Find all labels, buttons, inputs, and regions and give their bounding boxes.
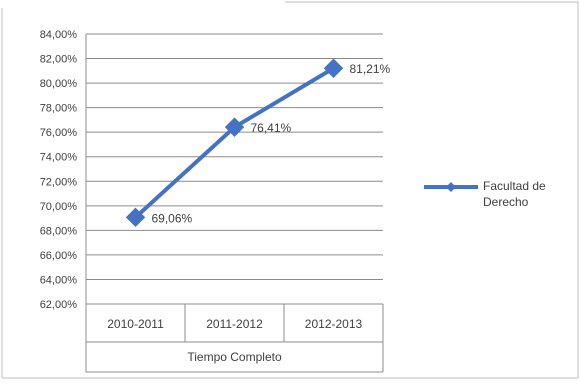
legend-label-line: Facultad de (483, 179, 546, 193)
y-tick-label: 76,00% (40, 127, 78, 139)
data-label: 76,41% (251, 121, 292, 135)
data-point-marker (323, 58, 344, 78)
y-tick-label: 68,00% (40, 225, 78, 237)
data-point-marker (125, 207, 146, 228)
y-tick-label: 62,00% (40, 299, 78, 311)
data-point-marker (224, 117, 245, 137)
y-tick-label: 80,00% (40, 78, 78, 90)
gridlines (85, 33, 383, 372)
legend-label-line: Derecho (483, 195, 529, 209)
series-line (134, 66, 335, 219)
x-tick-label: 2011-2012 (206, 317, 263, 331)
x-group-label: Tiempo Completo (187, 350, 282, 364)
legend: Facultad de Derecho (424, 179, 546, 209)
data-label: 81,21% (350, 62, 391, 76)
y-tick-label: 64,00% (40, 274, 78, 286)
x-tick-label: 2012-2013 (305, 317, 363, 331)
y-axis-tick-labels: 62,00% 64,00% 66,00% 68,00% 70,00% 72,00% 74,0… (40, 29, 78, 311)
data-label: 69,06% (152, 211, 193, 225)
y-tick-label: 66,00% (40, 250, 78, 262)
y-tick-label: 78,00% (40, 103, 78, 115)
x-tick-label: 2010-2011 (107, 317, 164, 331)
x-axis: 2010-2011 2011-2012 2012-2013 Tiempo Comple… (85, 304, 384, 373)
y-tick-label: 84,00% (40, 29, 78, 41)
legend-marker-swatch (446, 182, 456, 192)
y-tick-label: 74,00% (40, 152, 78, 164)
y-tick-label: 82,00% (40, 54, 78, 66)
y-tick-label: 72,00% (40, 176, 78, 188)
y-tick-label: 70,00% (40, 201, 78, 213)
series-layer: 69,06% 76,41% 81,21% (125, 58, 391, 228)
